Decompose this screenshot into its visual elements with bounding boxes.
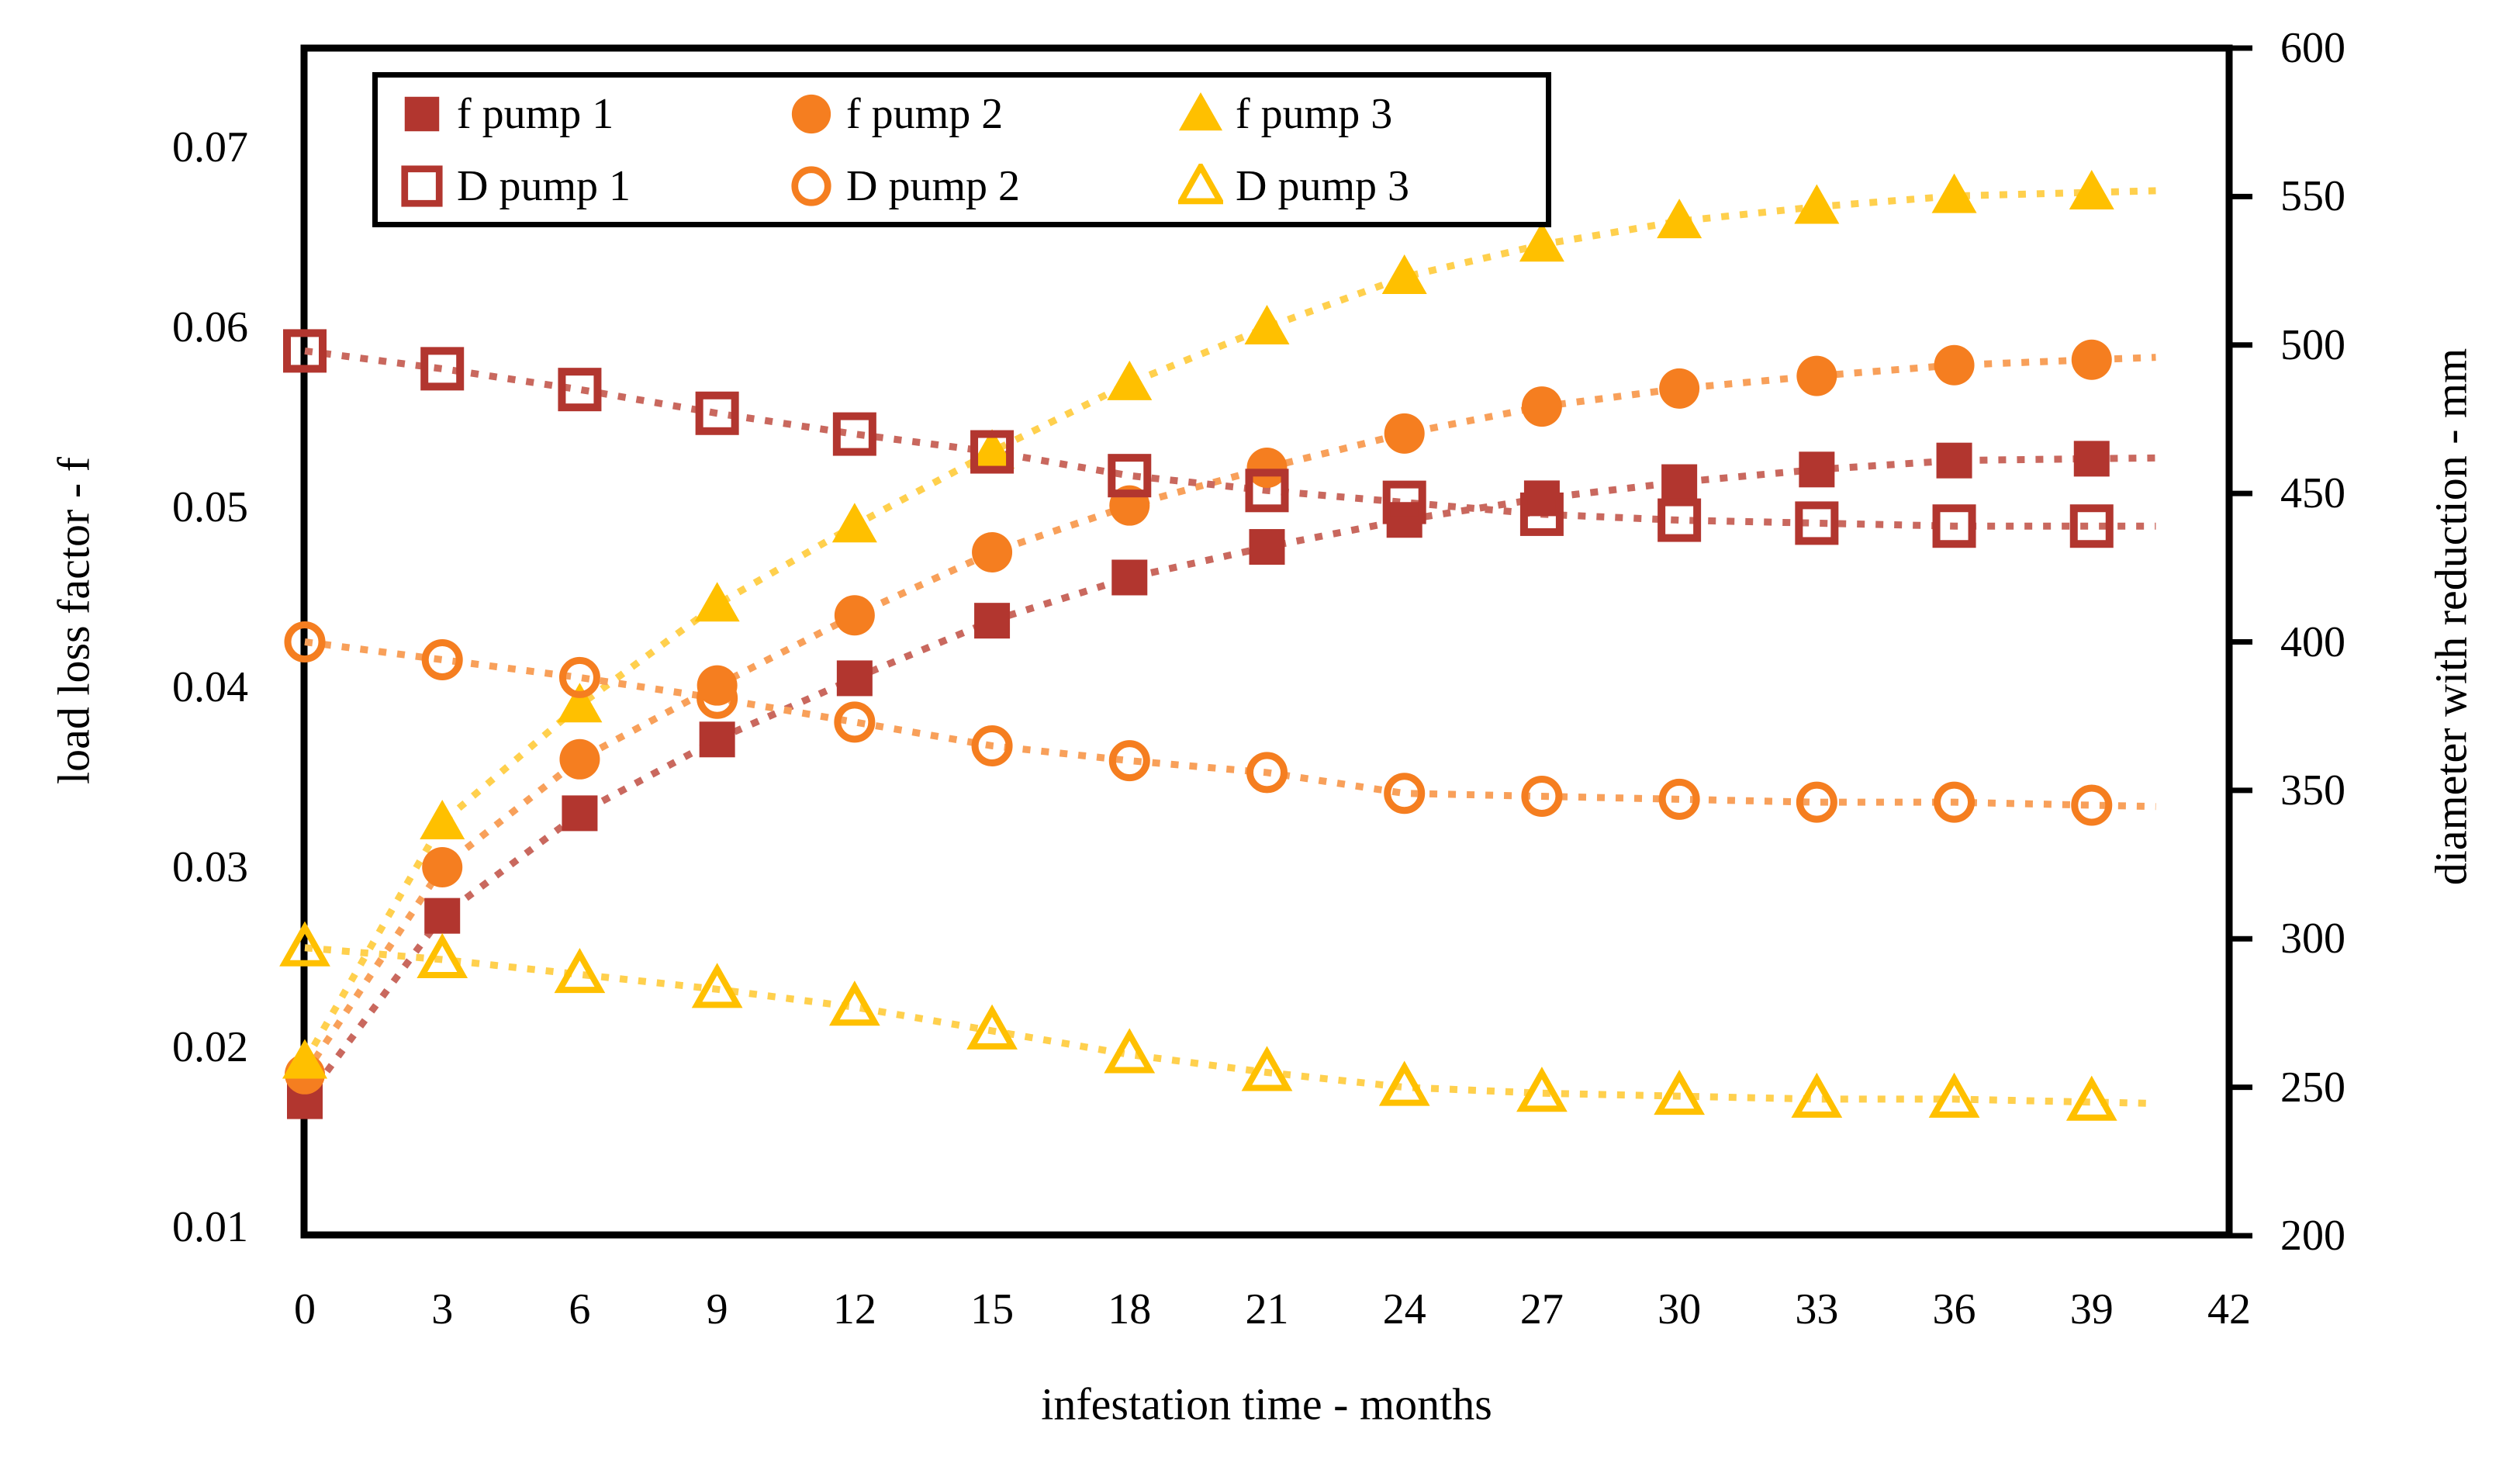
legend-row-d: D pump 1 D pump 2 D pump 3: [378, 150, 1546, 222]
legend-label: D pump 2: [846, 161, 1020, 210]
y-right-tick-label: 250: [2280, 1063, 2345, 1112]
x-tick-label: 27: [1519, 1285, 1564, 1333]
x-tick-label: 3: [431, 1285, 454, 1333]
x-tick-label: 9: [706, 1285, 728, 1333]
x-tick-label: 21: [1245, 1285, 1289, 1333]
y-right-tick-label: 600: [2280, 24, 2345, 72]
x-tick-label: 15: [970, 1285, 1015, 1333]
x-tick-label: 39: [2069, 1285, 2114, 1333]
y-left-tick-label: 0.02: [172, 1023, 248, 1071]
y-left-tick-label: 0.06: [172, 303, 248, 351]
legend-item-f-pump-1: f pump 1: [378, 92, 767, 137]
y-right-tick-label: 400: [2280, 617, 2345, 666]
circle-open-icon: [791, 165, 831, 206]
y-right-axis-title: diameter with reduction - mm: [2425, 348, 2477, 886]
y-right-tick-label: 450: [2280, 469, 2345, 518]
y-left-tick-label: 0.03: [172, 843, 248, 891]
legend-label: f pump 2: [846, 89, 1004, 138]
y-right-tick-label: 500: [2280, 320, 2345, 369]
triangle-open-icon: [1178, 163, 1223, 204]
legend-item-d-pump-2: D pump 2: [767, 164, 1156, 209]
x-axis-title: infestation time - months: [1041, 1378, 1492, 1430]
y-right-tick-label: 200: [2280, 1212, 2345, 1260]
x-tick-label: 0: [294, 1285, 316, 1333]
x-tick-label: 36: [1932, 1285, 1976, 1333]
legend-item-f-pump-3: f pump 3: [1156, 92, 1546, 137]
legend-item-d-pump-3: D pump 3: [1156, 161, 1546, 210]
y-left-tick-label: 0.04: [172, 663, 248, 711]
y-right-tick-label: 350: [2280, 766, 2345, 815]
y-left-axis-title: load loss factor - f: [48, 457, 99, 784]
y-right-tick-label: 550: [2280, 172, 2345, 221]
circle-filled-icon: [791, 94, 831, 133]
triangle-filled-icon: [1178, 92, 1223, 130]
legend-label: D pump 3: [1236, 161, 1409, 210]
y-right-tick-label: 300: [2280, 915, 2345, 963]
legend-label: f pump 3: [1236, 89, 1393, 138]
x-tick-label: 30: [1658, 1285, 1702, 1333]
legend-item-d-pump-1: D pump 1: [378, 164, 767, 209]
legend-label: f pump 1: [457, 89, 614, 138]
square-open-icon: [401, 164, 443, 207]
x-tick-label: 24: [1382, 1285, 1426, 1333]
x-tick-label: 12: [832, 1285, 876, 1333]
legend-row-f: f pump 1 f pump 2 f pump 3: [378, 78, 1546, 150]
y-left-tick-label: 0.07: [172, 123, 248, 171]
y-left-tick-label: 0.01: [172, 1203, 248, 1251]
legend-label: D pump 1: [457, 161, 631, 210]
y-left-tick-label: 0.05: [172, 483, 248, 531]
x-tick-label: 18: [1108, 1285, 1152, 1333]
square-filled-icon: [404, 96, 440, 131]
x-tick-label: 42: [2207, 1285, 2251, 1333]
legend-item-f-pump-2: f pump 2: [767, 92, 1156, 137]
x-tick-label: 33: [1795, 1285, 1839, 1333]
x-tick-label: 6: [569, 1285, 591, 1333]
